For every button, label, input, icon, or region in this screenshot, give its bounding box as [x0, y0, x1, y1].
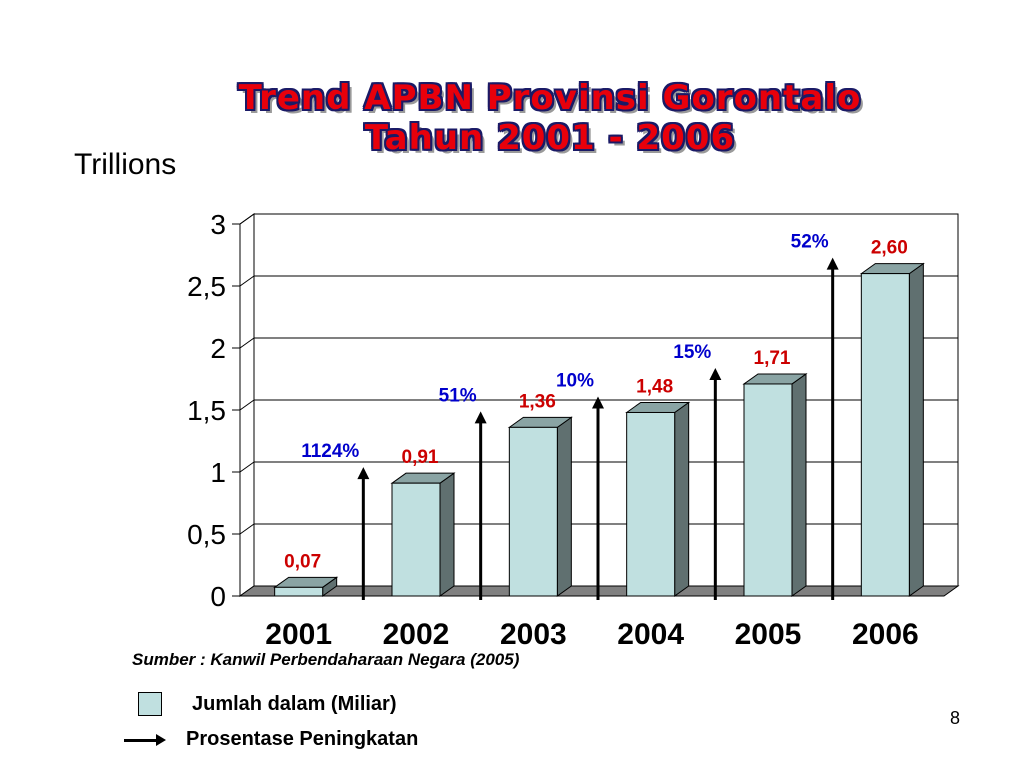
increase-label: 52%: [791, 232, 829, 253]
x-tick-label: 2005: [735, 618, 802, 651]
y-tick-label: 3: [210, 209, 226, 240]
bar-side: [439, 472, 455, 597]
increase-arrow-head: [826, 257, 839, 270]
legend-label-arrow: Prosentase Peningkatan: [186, 728, 419, 750]
increase-arrow-head: [709, 367, 722, 380]
x-tick-label: 2006: [852, 618, 919, 651]
legend-item-bars: Jumlah dalam (Miliar): [120, 692, 397, 716]
increase-label: 51%: [439, 385, 477, 406]
gridline-side: [239, 461, 255, 473]
chart-title-line1: Trend APBN Provinsi Gorontalo: [238, 78, 862, 118]
gridline-side: [239, 523, 255, 535]
y-tick-label: 2: [210, 333, 226, 364]
bar-value-label: 1,71: [754, 348, 791, 369]
increase-label: 10%: [556, 370, 594, 391]
bar-value-label: 0,07: [284, 551, 321, 572]
y-tick-label: 0,5: [187, 519, 226, 550]
bar-value-label: 1,48: [636, 376, 673, 397]
arrow-right-icon: [120, 730, 166, 750]
bar: [743, 383, 793, 597]
page-number: 8: [950, 708, 961, 728]
bar-side: [556, 416, 572, 597]
bar-side: [908, 262, 924, 597]
bar: [508, 426, 558, 597]
bar: [274, 586, 324, 597]
y-tick-label: 0: [210, 581, 226, 612]
bar-value-label: 2,60: [871, 238, 908, 259]
bar-value-label: 0,91: [402, 447, 439, 468]
increase-arrow-head: [357, 467, 370, 480]
x-tick-label: 2003: [500, 618, 567, 651]
legend-swatch-bar: [138, 692, 162, 716]
gridline-side: [239, 399, 255, 411]
increase-label: 15%: [673, 342, 711, 363]
bar: [391, 482, 441, 597]
x-tick-label: 2004: [617, 618, 684, 651]
increase-label: 1124%: [301, 441, 359, 462]
legend-label-bars: Jumlah dalam (Miliar): [192, 692, 397, 715]
bar-side: [674, 401, 690, 597]
chart-title-line2: Tahun 2001 - 2006: [364, 118, 736, 158]
bar-value-label: 1,36: [519, 391, 556, 412]
bar: [860, 273, 910, 597]
bar: [626, 411, 676, 597]
y-tick-label: 1: [210, 457, 226, 488]
units-label: Trillions: [74, 148, 177, 181]
x-tick-label: 2001: [265, 618, 332, 651]
source-note: Sumber : Kanwil Perbendaharaan Negara (2…: [132, 650, 520, 669]
gridline-side: [239, 275, 255, 287]
increase-arrow-head: [474, 411, 487, 424]
gridline-side: [239, 337, 255, 349]
bar-side: [791, 372, 807, 597]
y-tick-label: 2,5: [187, 271, 226, 302]
gridline-side: [239, 213, 255, 225]
x-tick-label: 2002: [383, 618, 450, 651]
increase-arrow-head: [592, 396, 604, 409]
y-tick-label: 1,5: [187, 395, 226, 426]
legend-item-arrow: Prosentase Peningkatan: [120, 728, 418, 751]
